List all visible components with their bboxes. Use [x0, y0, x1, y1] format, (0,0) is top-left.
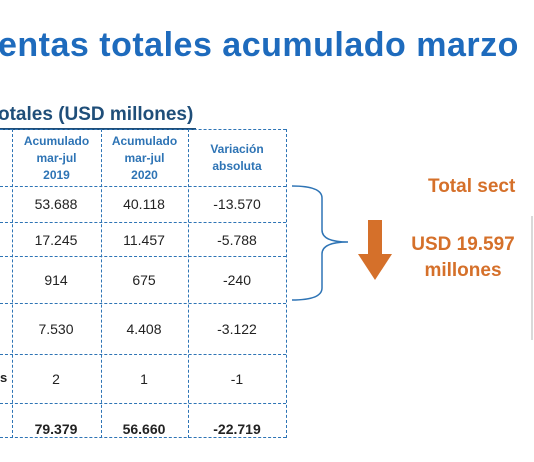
table-cell: 40.118: [123, 196, 165, 212]
table-rule: [0, 437, 286, 438]
panel-divider: [531, 216, 533, 340]
table-column-rule: [12, 129, 13, 438]
table-cell: -240: [222, 272, 252, 288]
column-header-2020: Acumulado mar-jul 2020: [111, 134, 178, 182]
row-label: s: [0, 370, 8, 385]
down-arrow-icon: [358, 220, 392, 280]
table-rule: [0, 186, 286, 187]
table-caption: otales (USD millones): [0, 104, 194, 125]
table-cell: 4.408: [126, 321, 162, 337]
right-brace-icon: [291, 185, 349, 301]
table-column-rule: [101, 129, 102, 438]
table-cell: 17.245: [34, 232, 78, 248]
table-cell: 2: [52, 371, 60, 387]
table-rule: [0, 403, 286, 404]
table-rule: [0, 129, 286, 130]
table-column-rule: [286, 129, 287, 438]
column-header-2019: Acumulado mar-jul 2019: [23, 134, 90, 182]
table-cell: -1: [230, 371, 244, 387]
table-rule: [0, 354, 286, 355]
table-column-rule: [188, 129, 189, 438]
table-cell: 675: [132, 272, 156, 288]
table-cell: 1: [140, 371, 148, 387]
table-rule: [0, 256, 286, 257]
table-cell: 914: [44, 272, 68, 288]
total-cell: 79.379: [34, 421, 78, 437]
callout-label: Total sect: [428, 176, 516, 197]
table-cell: -3.122: [217, 321, 257, 337]
total-cell: 56.660: [122, 421, 166, 437]
page-title: entas totales acumulado marzo: [0, 26, 519, 64]
total-cell: -22.719: [213, 421, 261, 437]
callout-amount: USD 19.597 millones: [411, 234, 515, 281]
table-cell: -13.570: [213, 196, 261, 212]
table-cell: -5.788: [217, 232, 257, 248]
column-header-variation: Variación absoluta: [210, 142, 264, 173]
table-cell: 11.457: [123, 232, 165, 248]
table-rule: [0, 303, 286, 304]
table-cell: 53.688: [34, 196, 78, 212]
table-rule: [0, 222, 286, 223]
table-cell: 7.530: [38, 321, 74, 337]
